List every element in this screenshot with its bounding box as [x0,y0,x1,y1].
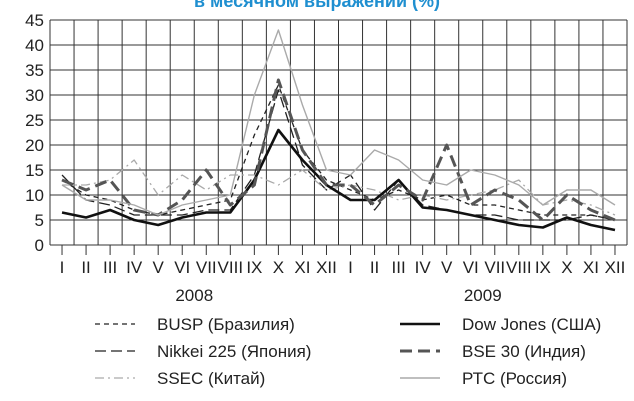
x-tick-label: IV [415,258,432,277]
series-line [61,128,616,232]
year-label: 2009 [464,286,502,305]
y-tick-label: 25 [25,111,44,130]
x-tick-label: V [153,258,165,277]
x-tick-label: XI [294,258,310,277]
grid [49,19,628,246]
y-tick-label: 15 [25,161,44,180]
legend-label: BUSP (Бразилия) [157,315,295,334]
y-tick-label: 40 [25,36,44,55]
x-tick-label: VII [484,258,505,277]
y-tick-label: 5 [35,211,44,230]
y-tick-label: 10 [25,186,44,205]
year-label: 2008 [175,286,213,305]
y-tick-label: 30 [25,86,44,105]
x-tick-label: III [103,258,117,277]
x-tick-label: XI [583,258,599,277]
x-tick-label: XII [605,258,626,277]
x-tick-label: VI [463,258,479,277]
x-tick-label: I [348,258,353,277]
x-tick-label: VIII [218,258,244,277]
series-line [61,29,616,216]
x-tick-label: II [81,258,90,277]
x-tick-label: VIII [506,258,532,277]
y-tick-label: 35 [25,61,44,80]
y-tick-label: 0 [35,236,44,255]
legend-label: Dow Jones (США) [462,315,601,334]
legend-label: Nikkei 225 (Япония) [157,342,311,361]
legend-label: РТС (Россия) [462,369,567,388]
x-tick-label: IX [246,258,262,277]
y-tick-label: 45 [25,11,44,30]
x-tick-label: V [441,258,453,277]
x-tick-label: IV [126,258,143,277]
x-tick-label: VII [196,258,217,277]
x-tick-label: VI [174,258,190,277]
legend: BUSP (Бразилия) Nikkei 225 (Япония) SSEC (… [95,315,601,388]
x-tick-label: XII [316,258,337,277]
x-tick-label: I [60,258,65,277]
series-lines [61,29,616,232]
x-tick-label: III [392,258,406,277]
x-tick-label: IX [535,258,551,277]
x-tick-label: X [273,258,284,277]
chart-title: в месячном выражении (%) [193,0,441,11]
series-line [62,159,616,216]
legend-label: SSEC (Китай) [157,369,265,388]
x-tick-label: II [370,258,379,277]
series-line [61,78,616,222]
x-tick-label: X [561,258,572,277]
y-tick-label: 20 [25,136,44,155]
legend-label: BSE 30 (Индия) [462,342,586,361]
